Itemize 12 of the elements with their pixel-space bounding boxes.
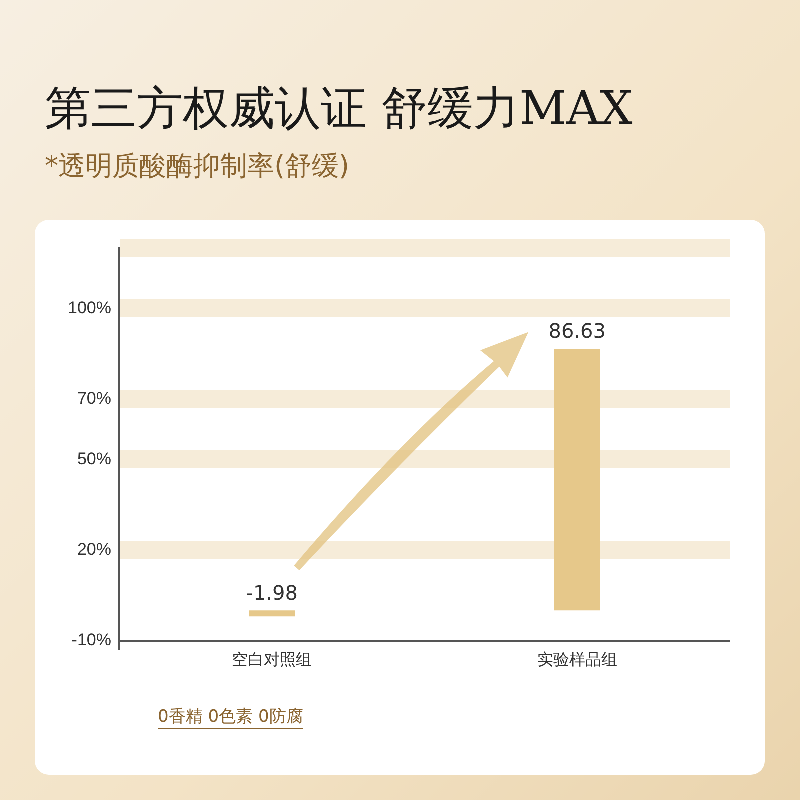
x-tick-label: 实验样品组 [537,650,618,669]
y-tick-label: 20% [77,540,112,559]
x-tick-label: 空白对照组 [232,650,312,669]
y-tick-label: 70% [77,388,112,408]
data-label: 86.63 [548,319,606,344]
y-tick-label: -10% [72,630,112,650]
data-label: -1.98 [246,580,298,605]
chart-subtitle: *透明质酸酶抑制率(舒缓) [45,150,350,184]
y-tick-label: 100% [68,298,112,318]
text: 0香精 0色素 0防腐 [158,705,304,729]
chart-title: 第三方权威认证 舒缓力MAX [45,80,633,137]
y-tick-label: 50% [77,449,112,468]
